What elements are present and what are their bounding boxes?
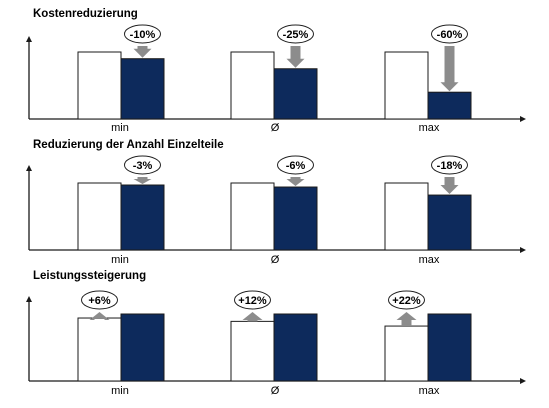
x-tick-label: max: [419, 385, 440, 397]
percent-label: +12%: [238, 295, 267, 307]
percent-badge: [277, 155, 314, 175]
arrow-up-icon: [396, 312, 417, 327]
x-axis-arrowhead: [520, 247, 526, 253]
chart-panel-3: Leistungssteigerung min +6% Ø +12% max +22%: [26, 270, 526, 397]
bar-baseline: [230, 320, 275, 382]
percent-badge: [124, 24, 161, 44]
percent-label: +6%: [88, 295, 111, 307]
x-tick-label: max: [419, 254, 440, 266]
bar-improved: [427, 194, 472, 251]
bar-baseline: [384, 325, 429, 382]
arrow-up-icon: [242, 312, 263, 322]
chart-panel-2: Reduzierung der Anzahl Einzelteile min -3%…: [26, 139, 526, 266]
arrow-down-icon: [286, 177, 305, 187]
bar-improved: [120, 313, 165, 382]
percent-badge: [388, 290, 425, 310]
bar-baseline: [230, 182, 275, 251]
bar-improved: [427, 313, 472, 382]
bar-improved: [120, 184, 165, 251]
x-axis-arrowhead: [520, 378, 526, 384]
percent-badge: [277, 24, 314, 44]
percent-badge: [234, 290, 271, 310]
percent-label: -6%: [286, 160, 306, 172]
bar-baseline: [77, 317, 122, 382]
x-tick-label: Ø: [271, 385, 280, 397]
arrow-down-icon: [133, 177, 152, 185]
percent-badge: [431, 155, 468, 175]
arrow-down-icon: [440, 177, 459, 195]
x-tick-label: min: [111, 254, 129, 266]
chart-title: Leistungssteigerung: [33, 270, 146, 282]
bar-baseline: [77, 51, 122, 120]
percent-badge: [431, 24, 468, 44]
x-tick-label: Ø: [271, 122, 280, 134]
bar-baseline: [384, 182, 429, 251]
arrow-up-icon: [89, 312, 110, 320]
percent-label: -60%: [437, 29, 463, 41]
percent-label: -25%: [283, 29, 309, 41]
chart-title: Kostenreduzierung: [33, 8, 138, 20]
percent-label: -3%: [133, 160, 153, 172]
bar-improved: [120, 58, 165, 120]
x-tick-label: min: [111, 385, 129, 397]
percent-badge: [124, 155, 161, 175]
bar-baseline: [230, 51, 275, 120]
y-axis-arrowhead: [26, 296, 32, 302]
x-tick-label: min: [111, 122, 129, 134]
chart-panel-1: Kostenreduzierung min -10% Ø -25% max -60%: [26, 8, 526, 134]
arrow-down-icon: [133, 46, 152, 58]
bar-improved: [273, 186, 318, 251]
percent-label: -10%: [130, 29, 156, 41]
percent-label: -18%: [437, 160, 463, 172]
y-axis-arrowhead: [26, 36, 32, 42]
x-axis-arrowhead: [520, 116, 526, 122]
bar-improved: [273, 68, 318, 120]
arrow-down-icon: [440, 46, 459, 92]
bar-baseline: [384, 51, 429, 120]
bar-baseline: [77, 182, 122, 251]
percent-badge: [81, 290, 118, 310]
x-tick-label: Ø: [271, 254, 280, 266]
bar-improved: [273, 313, 318, 382]
arrow-down-icon: [286, 46, 305, 68]
y-axis-arrowhead: [26, 165, 32, 171]
bar-improved: [427, 91, 472, 120]
chart-title: Reduzierung der Anzahl Einzelteile: [33, 139, 224, 151]
x-tick-label: max: [419, 122, 440, 134]
percent-label: +22%: [392, 295, 421, 307]
